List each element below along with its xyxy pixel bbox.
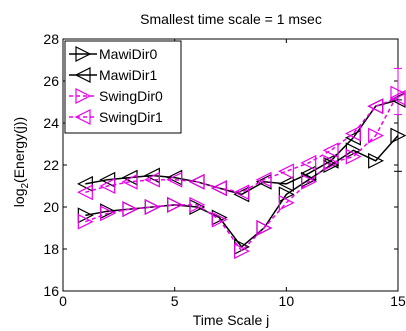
y-axis-label-main: log <box>11 189 27 208</box>
legend-label: SwingDir0 <box>99 88 163 104</box>
data-point <box>256 220 273 236</box>
legend-item: MawiDir0 <box>69 46 158 62</box>
data-point <box>210 180 227 197</box>
data-point <box>99 178 116 194</box>
data-point <box>277 163 294 180</box>
data-point <box>189 196 206 213</box>
data-point <box>76 175 93 192</box>
x-axis-label: Time Scale j <box>193 312 270 328</box>
data-point <box>166 171 183 188</box>
data-point <box>144 199 161 215</box>
data-point <box>322 142 339 159</box>
series-line <box>85 97 399 194</box>
series-SwingDir1 <box>76 89 406 201</box>
chart-title: Smallest time scale = 1 msec <box>140 11 322 27</box>
data-point <box>322 152 339 169</box>
data-point <box>300 154 317 171</box>
data-point <box>121 173 138 190</box>
plot-area: 0 5 10 15 16 18 20 22 24 26 28 <box>43 31 406 309</box>
data-point <box>390 85 406 102</box>
data-point <box>368 127 385 144</box>
legend: MawiDir0 MawiDir1 SwingDir0 SwingDir1 <box>64 40 182 134</box>
y-tick-label: 16 <box>43 283 59 299</box>
y-tick-label: 26 <box>43 73 59 89</box>
y-tick-label: 22 <box>43 157 59 173</box>
data-point <box>143 171 160 188</box>
data-point <box>278 194 295 211</box>
data-point <box>344 125 361 142</box>
y-axis-label-subscript: 2 <box>20 183 31 189</box>
y-tick-label: 20 <box>43 199 59 215</box>
series-SwingDir0 <box>77 85 406 260</box>
legend-marker <box>74 109 91 125</box>
legend-marker <box>75 46 92 62</box>
data-point <box>345 148 362 165</box>
y-axis-label: log2(Energy(j)) <box>11 117 31 207</box>
x-tick-label: 0 <box>59 293 67 309</box>
data-point <box>100 205 117 222</box>
x-tick-label: 5 <box>171 293 179 309</box>
y-tick-label: 28 <box>43 31 59 47</box>
data-point <box>234 243 251 260</box>
data-point <box>76 184 93 201</box>
legend-label: MawiDir0 <box>99 46 158 62</box>
x-tick-label: 15 <box>390 293 406 309</box>
data-point <box>167 196 184 213</box>
data-point <box>301 173 318 190</box>
y-tick-label: 18 <box>43 241 59 257</box>
data-point <box>255 171 272 188</box>
legend-label: SwingDir1 <box>99 109 163 125</box>
data-point <box>300 165 317 182</box>
data-point <box>367 98 384 115</box>
y-axis-label-rest: (Energy(j)) <box>11 117 27 183</box>
data-point <box>323 154 340 171</box>
svg-text:log2(Energy(j)): log2(Energy(j)) <box>11 117 31 207</box>
data-point <box>122 201 139 218</box>
legend-marker <box>75 88 92 104</box>
legend-item: MawiDir1 <box>69 67 158 83</box>
data-point <box>77 213 94 230</box>
data-point <box>389 89 406 106</box>
data-point <box>188 173 205 190</box>
x-tick-label: 10 <box>279 293 295 309</box>
data-point <box>211 211 228 228</box>
legend-label: MawiDir1 <box>99 67 158 83</box>
legend-item: SwingDir0 <box>69 88 163 104</box>
legend-marker <box>74 67 91 83</box>
data-point <box>233 184 250 201</box>
y-tick-label: 24 <box>43 115 59 131</box>
legend-item: SwingDir1 <box>69 109 163 125</box>
data-point <box>278 186 295 203</box>
data-point <box>368 152 385 169</box>
data-point <box>277 175 294 192</box>
data-point <box>390 127 406 144</box>
